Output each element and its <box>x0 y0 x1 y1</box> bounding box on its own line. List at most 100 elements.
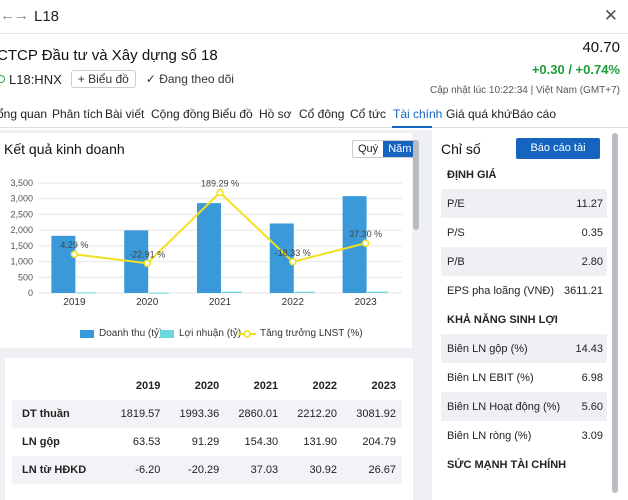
ratio-value: 6.98 <box>581 371 603 384</box>
legend-growth[interactable]: Tăng trưởng LNST (%) <box>238 328 363 339</box>
growth-point <box>361 239 370 247</box>
ratio-row: Biên LN EBIT (%) 6.98 <box>441 363 607 392</box>
tab-financials[interactable]: Tài chính <box>393 107 443 121</box>
tab-community[interactable]: Cộng đồng <box>151 107 210 121</box>
growth-data-label: 4.29 % <box>60 240 88 250</box>
ratio-label: P/B <box>447 255 465 268</box>
chart-button[interactable]: + Biểu đồ <box>70 70 136 88</box>
ratio-label: EPS pha loãng (VNĐ) <box>447 284 554 297</box>
x-tick-label: 2019 <box>63 297 86 308</box>
y-tick-label: 0 <box>28 288 33 298</box>
tab-articles[interactable]: Bài viết <box>105 107 145 121</box>
ratio-row: Biên LN Hoạt động (%) 5.60 <box>441 392 607 421</box>
table-cell: 2212.20 <box>284 400 344 428</box>
ratio-label: P/E <box>447 197 465 210</box>
bar-profit <box>367 291 388 293</box>
bar-revenue <box>197 203 221 293</box>
tab-reports[interactable]: Báo cáo <box>512 107 557 121</box>
active-tab-indicator <box>392 126 432 128</box>
table-cell: -20.29 <box>166 456 226 484</box>
tab-price-history[interactable]: Giá quá khứ <box>446 107 513 121</box>
table-header-cell: 2020 <box>194 380 220 392</box>
table-cell: 63.53 <box>132 436 161 448</box>
legend-growth-swatch <box>238 329 256 338</box>
table-header-cell: 2021 <box>253 380 279 392</box>
bar-profit <box>222 291 242 293</box>
tab-profile[interactable]: Hồ sơ <box>259 107 292 121</box>
y-tick-label: 500 <box>18 272 33 282</box>
section-label: KHẢ NĂNG SINH LỢI <box>447 313 558 326</box>
ratio-label: Biên LN Hoạt động (%) <box>447 400 561 413</box>
chart-scrollbar[interactable] <box>413 140 419 230</box>
growth-point <box>216 188 224 197</box>
ticker-row: L18:HNX + Biểu đồ ✓ Đang theo dõi <box>0 70 234 88</box>
legend-revenue[interactable]: Doanh thu (tỷ) <box>80 328 162 339</box>
follow-button[interactable]: ✓ Đang theo dõi <box>145 72 234 86</box>
tab-analysis[interactable]: Phân tích <box>52 107 103 121</box>
x-tick-label: 2020 <box>136 297 159 308</box>
business-results-card: Kết quả kinh doanh Quý Năm 0 500 1,000 1,50… <box>0 133 418 348</box>
row-label: LN gộp <box>22 436 60 448</box>
ratio-value: 3.09 <box>581 429 603 442</box>
table-header-cell: 2019 <box>135 380 161 392</box>
ratio-row: P/B 2.80 <box>441 247 607 276</box>
back-arrow-icon[interactable]: ← <box>0 7 15 24</box>
ratio-value: 2.80 <box>581 255 603 268</box>
ratio-section-header: KHẢ NĂNG SINH LỢI <box>441 305 607 334</box>
ratios-scrollbar[interactable] <box>612 133 618 493</box>
table-header-cell <box>12 372 107 400</box>
growth-data-label: -18.33 % <box>275 248 311 258</box>
y-tick-label: 3,000 <box>10 194 33 204</box>
stock-price: 40.70 <box>582 39 620 56</box>
legend-profit[interactable]: Lợi nhuận (tỷ) <box>160 328 241 339</box>
y-tick-label: 2,500 <box>10 209 33 219</box>
financial-table: 2019 2020 2021 2022 2023 DT thuần 1819.5… <box>12 372 402 484</box>
table-row: DT thuần 1819.57 1993.36 2860.01 2212.20… <box>12 400 402 428</box>
x-tick-label: 2021 <box>209 297 232 308</box>
ratio-section-header: ĐỊNH GIÁ <box>441 160 607 189</box>
ratio-row: P/S 0.35 <box>441 218 607 247</box>
window-title: L18 <box>34 8 60 25</box>
forward-arrow-icon[interactable]: → <box>14 7 29 24</box>
ratio-row: Biên LN ròng (%) 3.09 <box>441 421 607 450</box>
growth-data-label: 37.30 % <box>349 229 382 239</box>
tab-chart[interactable]: Biểu đồ <box>212 107 253 121</box>
bar-revenue <box>51 235 76 293</box>
table-row: LN từ HĐKD -6.20 -20.29 37.03 30.92 26.6… <box>12 456 402 484</box>
y-tick-label: 1,500 <box>10 241 33 251</box>
table-cell: 26.67 <box>343 456 402 484</box>
ratio-label: Biên LN EBIT (%) <box>447 371 534 384</box>
tab-overview[interactable]: ổng quan <box>0 107 48 121</box>
business-results-chart: 0 500 1,000 1,500 2,000 2,500 3,000 3,500 2019 20… <box>10 178 402 308</box>
table-cell: 1819.57 <box>107 400 167 428</box>
table-header-cell: 2023 <box>371 380 396 392</box>
growth-point <box>70 250 79 258</box>
price-change: +0.30 / +0.74% <box>531 62 620 77</box>
plus-icon: + <box>77 72 89 86</box>
ratio-value: 14.43 <box>575 342 603 355</box>
business-results-title: Kết quả kinh doanh <box>4 141 125 157</box>
check-icon: ✓ <box>145 72 160 86</box>
status-dot-icon <box>0 75 5 83</box>
financial-report-button[interactable]: Báo cáo tài chính <box>516 138 600 175</box>
company-name: CTCP Đầu tư và Xây dựng số 18 <box>0 47 218 64</box>
growth-point <box>143 259 151 268</box>
growth-data-label: -22.91 % <box>129 249 165 259</box>
updated-time: Cập nhật lúc 10:22:34 | Việt Nam (GMT+7) <box>429 85 620 96</box>
quarter-toggle[interactable]: Quý <box>358 143 379 155</box>
close-icon[interactable]: ✕ <box>603 6 618 25</box>
tab-shareholders[interactable]: Cổ đông <box>299 107 345 121</box>
year-toggle[interactable]: Năm <box>383 141 417 157</box>
tab-bar: ổng quan Phân tích Bài viết Cộng đồng Bi… <box>0 104 628 128</box>
ratio-row: Biên LN gộp (%) 14.43 <box>441 334 607 363</box>
row-label: DT thuần <box>12 400 108 428</box>
table-cell: 1993.36 <box>166 400 226 428</box>
ratio-value: 11.27 <box>576 197 603 210</box>
title-bar: ← → L18 ✕ <box>0 0 628 34</box>
tab-dividends[interactable]: Cổ tức <box>350 107 387 121</box>
x-tick-label: 2022 <box>282 297 305 308</box>
table-cell: 2860.01 <box>225 400 285 428</box>
table-header-cell: 2022 <box>312 380 338 392</box>
table-cell: 30.92 <box>284 456 344 484</box>
y-tick-label: 1,000 <box>10 257 33 267</box>
